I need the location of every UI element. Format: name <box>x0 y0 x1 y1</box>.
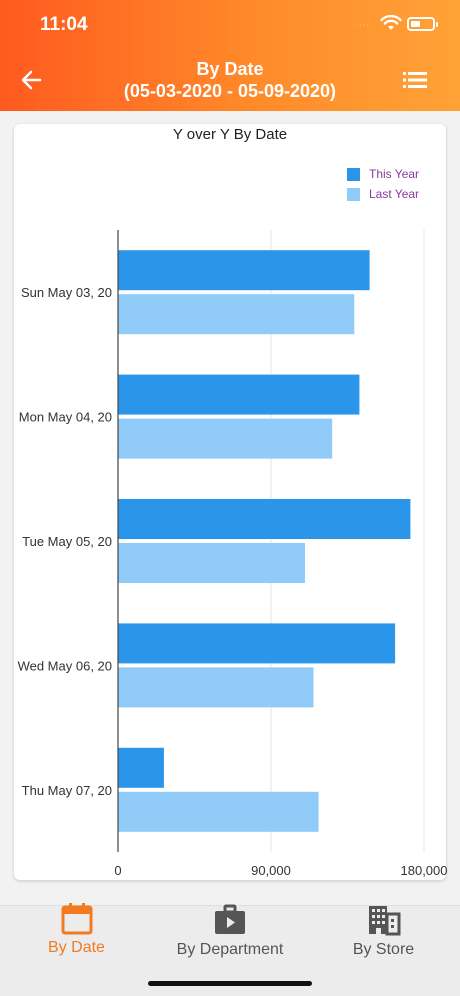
legend-item-this-year[interactable]: This Year <box>347 167 419 181</box>
legend-swatch-this-year <box>347 167 360 181</box>
legend-item-last-year[interactable]: Last Year <box>347 187 419 201</box>
category-label: Tue May 05, 20 <box>22 534 112 549</box>
bar-last-year[interactable] <box>118 667 314 708</box>
bar-last-year[interactable] <box>118 543 305 583</box>
bar-this-year[interactable] <box>118 747 164 788</box>
tab-by-store[interactable]: By Store <box>307 906 460 996</box>
category-label: Thu May 07, 20 <box>22 783 112 798</box>
bar-this-year[interactable] <box>118 623 396 664</box>
title-text: By Date <box>196 59 264 79</box>
app-header: 11:04 ···· By Date (05-03-2020 - 05-09-2… <box>0 0 460 111</box>
list-icon[interactable] <box>403 70 427 90</box>
tab-bar: By Date By Department By Store <box>0 903 460 996</box>
legend-label-this-year: This Year <box>369 167 420 181</box>
home-indicator <box>148 981 312 986</box>
bar-last-year[interactable] <box>118 294 355 335</box>
battery-icon <box>407 17 438 31</box>
briefcase-icon <box>215 904 245 934</box>
bar-this-year[interactable] <box>118 374 360 415</box>
tab-label-by-date: By Date <box>48 939 105 956</box>
wifi-icon <box>380 14 402 30</box>
page-title: By Date (05-03-2020 - 05-09-2020) <box>80 58 380 102</box>
bar-this-year[interactable] <box>118 250 370 291</box>
signal-icon: ···· <box>356 22 370 29</box>
tab-label-by-department: By Department <box>176 941 284 958</box>
bar-this-year[interactable] <box>118 499 411 539</box>
bar-last-year[interactable] <box>118 791 319 832</box>
calendar-icon <box>61 903 92 935</box>
category-label: Mon May 04, 20 <box>19 410 112 425</box>
x-tick-label: 90,000 <box>251 863 291 878</box>
building-icon <box>368 906 400 936</box>
tab-by-date[interactable]: By Date <box>0 903 153 996</box>
category-label: Sun May 03, 20 <box>21 285 112 300</box>
date-range-text: (05-03-2020 - 05-09-2020) <box>123 81 337 101</box>
x-tick-label: 180,000 <box>401 863 448 878</box>
tab-label-by-store: By Store <box>352 941 415 958</box>
bar-last-year[interactable] <box>118 418 333 459</box>
legend-swatch-last-year <box>347 187 360 201</box>
legend-label-last-year: Last Year <box>369 187 420 201</box>
status-time: 11:04 <box>40 14 88 35</box>
arrow-left-icon[interactable] <box>18 66 46 94</box>
x-tick-label: 0 <box>114 863 121 878</box>
category-label: Wed May 06, 20 <box>18 658 112 673</box>
tab-by-department[interactable]: By Department <box>153 904 307 996</box>
chart-title: Y over Y By Date <box>172 126 288 143</box>
